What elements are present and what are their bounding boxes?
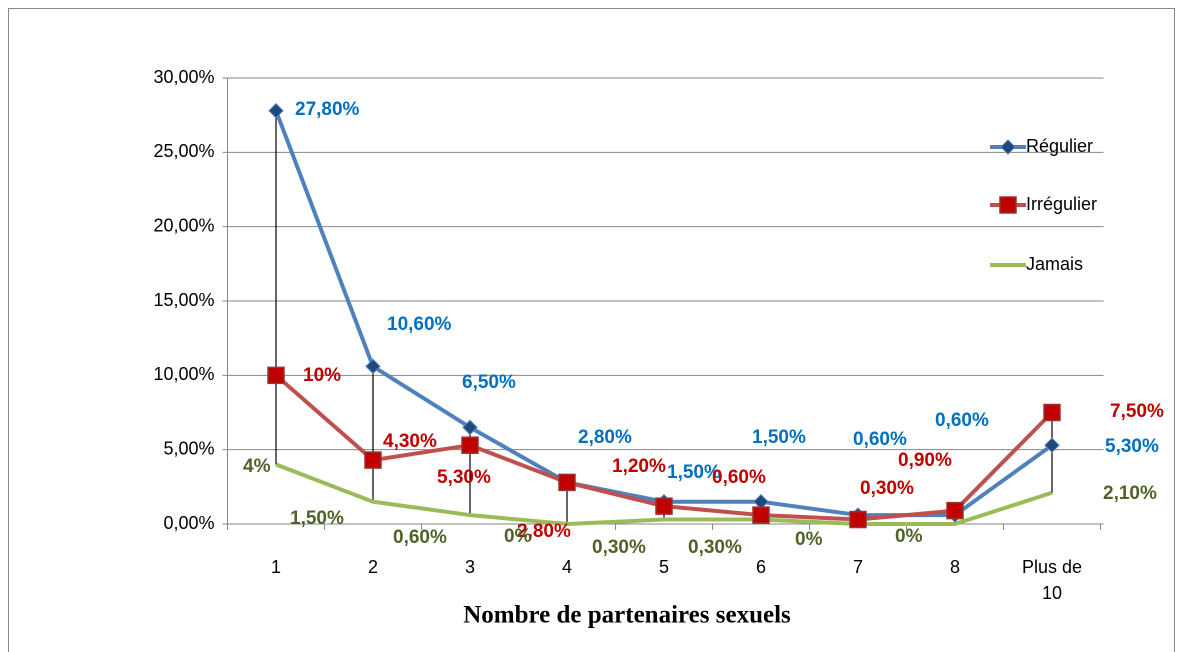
data-label: 2,10% (1103, 483, 1157, 504)
data-label: 2,80% (517, 521, 571, 542)
y-tick-label: 30,00% (153, 67, 214, 87)
data-label: 1,50% (667, 462, 721, 483)
marker (462, 419, 478, 436)
series-line (275, 462, 1053, 526)
data-label: 5,30% (1105, 436, 1159, 457)
data-label: 10% (303, 365, 341, 386)
data-label: 0,60% (393, 527, 447, 548)
data-label: 0% (895, 526, 923, 547)
data-label: 1,20% (612, 456, 666, 477)
x-tick-label: 6 (755, 557, 766, 577)
x-tick-label: 8 (949, 557, 960, 577)
marker (1044, 437, 1060, 453)
data-label: 0,90% (898, 450, 952, 471)
marker (558, 473, 576, 492)
data-label: 27,80% (295, 99, 360, 120)
data-label: 0% (795, 529, 823, 550)
marker (752, 506, 770, 524)
legend-label: Irrégulier (1026, 194, 1097, 214)
x-tick-label: 1 (270, 557, 281, 577)
data-label: 5,30% (437, 467, 491, 488)
marker (946, 501, 964, 520)
y-tick-label: 15,00% (153, 290, 214, 310)
marker (849, 510, 867, 529)
marker (1043, 403, 1061, 422)
data-label: 1,50% (752, 427, 806, 448)
legend-marker (1000, 139, 1016, 155)
data-label: 2,80% (578, 427, 632, 448)
marker (364, 451, 382, 469)
data-label: 0,30% (860, 478, 914, 499)
data-label: 10,60% (387, 314, 452, 335)
data-label: 0,60% (935, 410, 989, 431)
data-label: 0% (504, 526, 532, 547)
data-label: 0,30% (592, 537, 646, 558)
x-tick-label: Plus de 10 (1021, 557, 1083, 603)
marker (268, 102, 284, 119)
marker (267, 366, 285, 385)
legend-marker (999, 196, 1017, 214)
y-tick-label: 25,00% (153, 141, 214, 161)
data-label: 4% (243, 456, 271, 477)
data-label: 6,50% (462, 372, 516, 393)
x-tick-label: 4 (561, 557, 572, 577)
legend-label: Jamais (1026, 254, 1083, 274)
chart-border (8, 8, 1175, 652)
marker (461, 436, 479, 454)
x-tick-label: 5 (658, 557, 669, 577)
y-tick-label: 5,00% (163, 438, 214, 458)
x-axis-title: Nombre de partenaires sexuels (463, 602, 791, 629)
data-label: 4,30% (383, 431, 437, 452)
x-tick-label: 2 (367, 557, 378, 577)
y-tick-label: 0,00% (163, 513, 214, 533)
data-label: 0,60% (712, 467, 766, 488)
marker (365, 358, 381, 375)
data-label: 1,50% (290, 508, 344, 529)
legend-label: Régulier (1026, 136, 1093, 156)
x-tick-label: 7 (852, 557, 863, 577)
y-tick-label: 20,00% (153, 215, 214, 235)
y-tick-label: 10,00% (153, 364, 214, 384)
x-tick-label: 3 (464, 557, 475, 577)
data-label: 7,50% (1110, 401, 1164, 422)
data-label: 0,30% (688, 537, 742, 558)
data-label: 0,60% (853, 429, 907, 450)
marker (655, 497, 673, 515)
